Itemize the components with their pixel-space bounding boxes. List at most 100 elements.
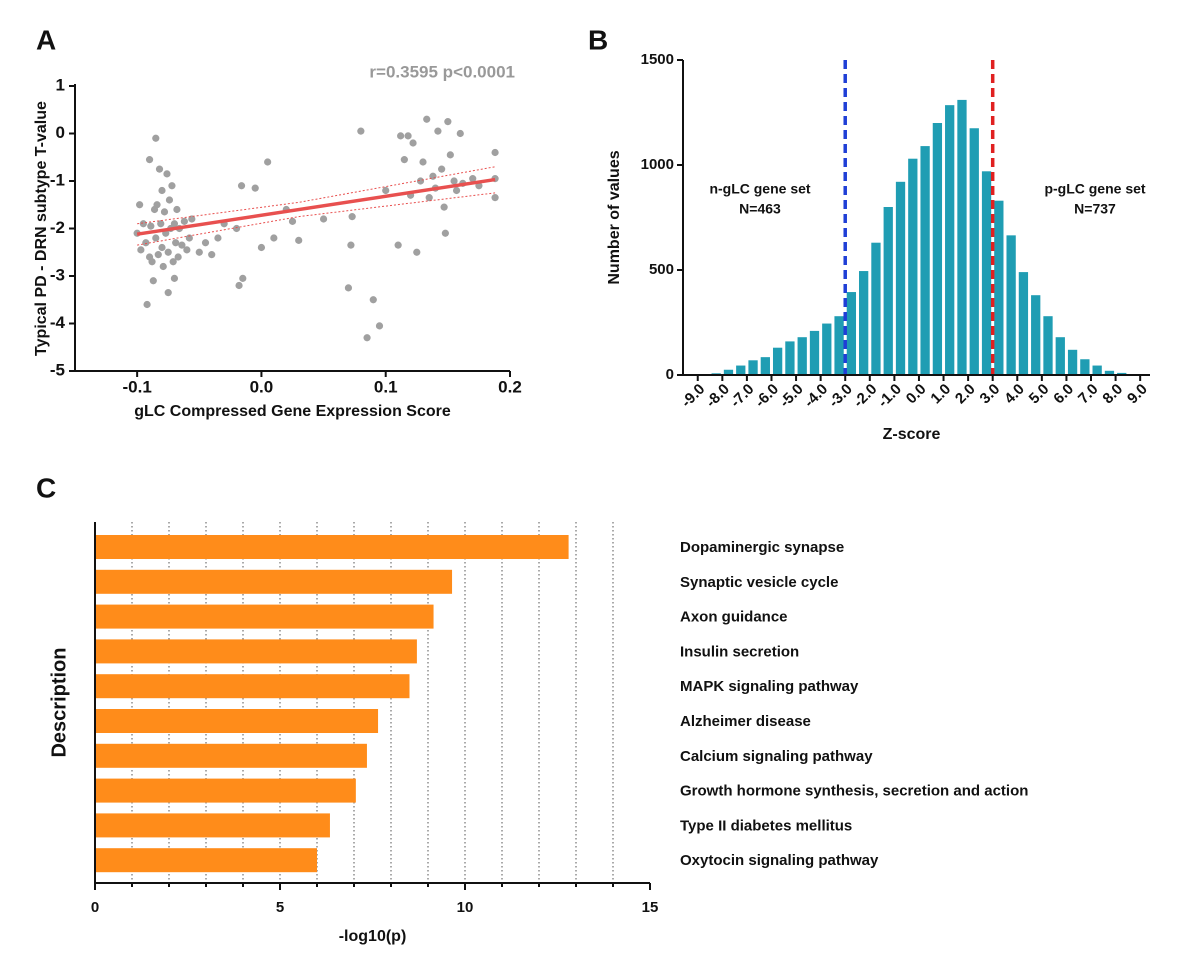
point	[180, 217, 188, 225]
bar	[1104, 370, 1115, 375]
point	[413, 248, 421, 256]
bar	[95, 604, 434, 629]
confidence-band	[137, 192, 496, 246]
point	[348, 213, 356, 221]
point	[158, 243, 166, 252]
x-tick-label: 1.0	[927, 381, 954, 408]
point	[169, 258, 177, 266]
point	[400, 156, 408, 164]
point	[195, 248, 203, 256]
point	[237, 182, 246, 190]
point	[142, 239, 150, 247]
x-tick-label: 5	[276, 899, 284, 916]
point	[404, 132, 412, 140]
x-tick-label: 5.0	[1026, 381, 1053, 408]
x-axis-title: -log10(p)	[339, 928, 407, 945]
category-label: Type II diabetes mellitus	[680, 817, 852, 834]
point	[163, 170, 171, 178]
point	[152, 234, 160, 242]
point	[375, 322, 384, 330]
point	[419, 158, 427, 166]
point	[154, 251, 162, 259]
x-tick-label: -8.0	[703, 381, 733, 411]
point	[153, 201, 161, 209]
point	[357, 127, 365, 135]
point	[491, 194, 499, 202]
point	[319, 215, 328, 223]
x-tick-label: -2.0	[850, 381, 880, 411]
bar	[920, 146, 930, 375]
y-tick-label: -1	[50, 170, 65, 189]
y-tick-label: -2	[50, 218, 65, 237]
bar	[895, 181, 906, 375]
point	[264, 158, 272, 166]
point	[170, 274, 179, 282]
point	[440, 203, 448, 211]
y-tick-label: 500	[649, 261, 674, 278]
bar	[1067, 349, 1078, 375]
bar	[748, 360, 758, 375]
point	[152, 134, 160, 142]
confidence-band	[137, 166, 496, 225]
category-label: Axon guidance	[680, 609, 788, 626]
bar	[846, 292, 857, 375]
y-tick-label: -3	[50, 265, 65, 284]
point	[295, 236, 303, 244]
annotation: n-gLC gene set	[709, 181, 810, 197]
bar	[809, 330, 820, 375]
bar	[1117, 372, 1127, 375]
category-label: Growth hormone synthesis, secretion and …	[680, 783, 1028, 800]
y-axis-title: Description	[48, 647, 70, 757]
bar	[932, 123, 943, 375]
point	[441, 229, 449, 237]
x-tick-label: -6.0	[752, 381, 782, 411]
bar	[95, 709, 379, 733]
bar	[797, 337, 807, 375]
point	[363, 334, 371, 342]
category-label: Oxytocin signaling pathway	[680, 852, 879, 869]
point	[214, 234, 222, 242]
bar	[95, 674, 410, 699]
annotation: N=463	[739, 201, 781, 217]
point	[397, 132, 405, 140]
bar	[723, 369, 734, 375]
point	[423, 115, 431, 123]
x-axis-title: gLC Compressed Gene Expression Score	[134, 403, 451, 420]
bar	[981, 171, 992, 375]
category-label: Alzheimer disease	[680, 713, 811, 730]
bar	[908, 158, 918, 375]
bar	[95, 813, 330, 838]
x-tick-label: -1.0	[875, 381, 905, 411]
category-label: MAPK signaling pathway	[680, 678, 859, 695]
x-tick-label: 6.0	[1050, 381, 1077, 408]
point	[288, 217, 297, 225]
y-axis-title: Number of values	[606, 150, 623, 284]
point	[155, 165, 164, 173]
point	[369, 296, 377, 304]
x-tick-label: 7.0	[1075, 381, 1102, 408]
point	[491, 148, 499, 157]
category-label: Synaptic vesicle cycle	[680, 574, 838, 591]
y-tick-label: -5	[50, 360, 65, 379]
bar	[772, 347, 783, 375]
bar	[95, 848, 317, 873]
bar	[822, 323, 832, 375]
annotation: r=0.3595 p<0.0001	[369, 62, 515, 81]
point	[137, 246, 145, 254]
y-axis-title: Typical PD - DRN subtype T-value	[33, 101, 50, 356]
x-tick-label: -9.0	[678, 381, 708, 411]
point	[174, 253, 182, 261]
annotation: p-gLC gene set	[1044, 181, 1145, 197]
panel-letter: A	[36, 24, 56, 55]
point	[235, 281, 243, 290]
bar	[1006, 235, 1016, 375]
y-tick-label: 1500	[641, 51, 674, 68]
point	[165, 196, 174, 204]
bar	[95, 778, 356, 803]
x-tick-label: 0.0	[250, 377, 274, 396]
x-tick-label: 8.0	[1099, 381, 1126, 408]
point	[147, 222, 155, 230]
x-tick-label: -0.1	[122, 377, 151, 396]
bar	[95, 743, 367, 768]
